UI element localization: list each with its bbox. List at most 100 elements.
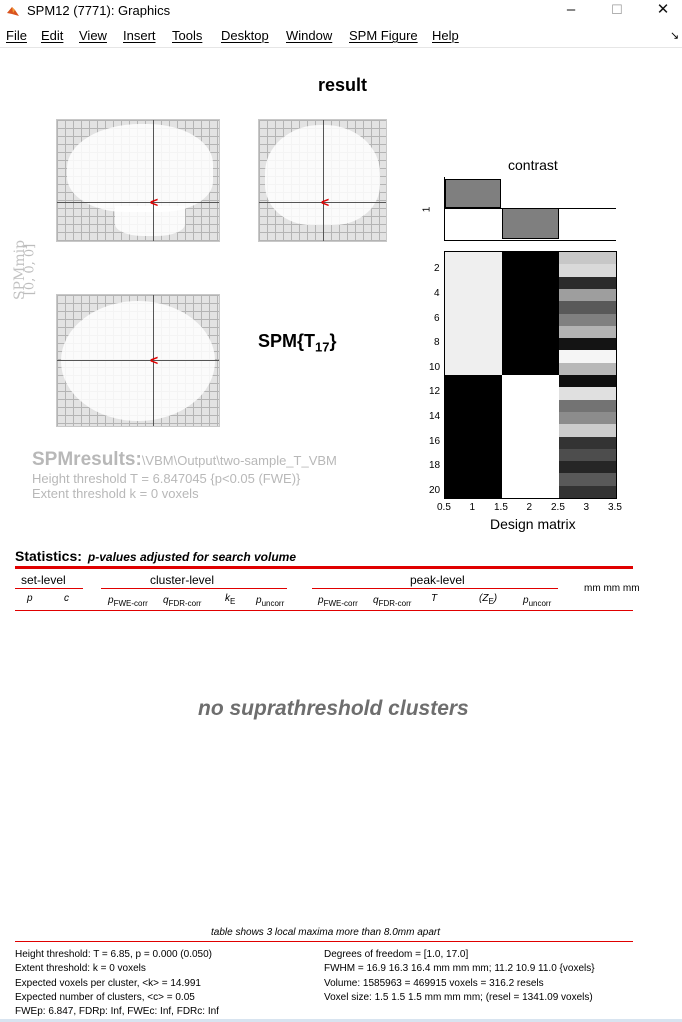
- design-matrix-ytick: 16: [429, 435, 441, 447]
- glass-brain-sagittal: <: [56, 119, 220, 242]
- glass-brain-axial: <: [56, 294, 220, 427]
- spmresults-path: \VBM\Output\two-sample_T_VBM: [141, 453, 337, 468]
- design-matrix-xtick: 2.5: [551, 502, 565, 513]
- design-matrix-xlabel: Design matrix: [490, 516, 576, 532]
- window-bottom-edge: [0, 1019, 682, 1022]
- spmresults-label: SPMresults:: [32, 449, 142, 470]
- design-matrix-xtick: 1: [469, 502, 476, 513]
- table-top-rule: [15, 566, 633, 569]
- figure-title: result: [318, 75, 368, 95]
- footer-right-line: FWHM = 16.9 16.3 16.4 mm mm mm; 11.2 10.…: [324, 963, 595, 974]
- menu-window[interactable]: Window: [286, 28, 333, 43]
- footer-left-line: Expected voxels per cluster, <k> = 14.99…: [15, 978, 201, 989]
- covariate-cell: [559, 473, 616, 487]
- covariate-cell: [559, 461, 616, 474]
- set-level-header: set-level: [21, 573, 66, 587]
- design-matrix-ytick: 14: [429, 411, 441, 423]
- no-clusters-message: no suprathreshold clusters: [198, 697, 469, 720]
- menu-file[interactable]: File: [6, 28, 27, 43]
- peak-level-header: peak-level: [410, 573, 465, 587]
- covariate-cell: [559, 424, 616, 437]
- group2-regressor-bottom: [502, 375, 559, 498]
- contrast-bar: [445, 179, 501, 208]
- cursor-marker: <: [150, 352, 159, 368]
- cursor-marker: <: [321, 194, 330, 210]
- covariate-cell: [559, 313, 616, 327]
- window-title: SPM12 (7771): Graphics: [27, 3, 171, 18]
- covariate-cell: [559, 387, 616, 401]
- col-cluster-punc: puncorr: [256, 595, 285, 608]
- footer-left-line: Height threshold: T = 6.85, p = 0.000 (0…: [15, 949, 212, 960]
- covariate-cell: [559, 288, 616, 302]
- design-matrix-ytick: 4: [434, 288, 440, 300]
- height-threshold-text: Height threshold T = 6.847045 {p<0.05 (F…: [32, 471, 301, 486]
- close-button[interactable]: ✕: [656, 1, 670, 18]
- menu-divider: [0, 47, 682, 48]
- covariate-cell: [559, 338, 616, 351]
- menu-spm-figure[interactable]: SPM Figure: [349, 28, 418, 43]
- covariate-cell: [559, 411, 616, 425]
- covariate-cell: [559, 485, 616, 498]
- extent-threshold-text: Extent threshold k = 0 voxels: [32, 486, 199, 501]
- title-bar: SPM12 (7771): Graphics – ☐ ✕: [0, 0, 682, 22]
- menu-insert[interactable]: Insert: [123, 28, 156, 43]
- covariate-cell: [559, 375, 616, 388]
- design-matrix-ytick: 12: [429, 386, 441, 398]
- col-set-c: c: [64, 593, 69, 604]
- menu-help[interactable]: Help: [432, 28, 459, 43]
- table-footnote: table shows 3 local maxima more than 8.0…: [211, 927, 440, 938]
- covariate-cell: [559, 448, 616, 462]
- design-matrix-ytick: 2: [434, 263, 440, 275]
- contrast-plot: [444, 177, 616, 241]
- design-matrix-xtick: 1.5: [494, 502, 508, 513]
- covariate-cell: [559, 252, 616, 265]
- table-header-rule: [15, 610, 633, 611]
- footer-left-line: FWEp: 6.847, FDRp: Inf, FWEc: Inf, FDRc:…: [15, 1006, 219, 1017]
- col-cluster-qfdr: qFDR-corr: [163, 595, 202, 608]
- design-matrix: [444, 251, 617, 499]
- glass-brain-coronal: <: [258, 119, 387, 242]
- menu-view[interactable]: View: [79, 28, 107, 43]
- cluster-level-header: cluster-level: [150, 573, 215, 587]
- menu-desktop[interactable]: Desktop: [221, 28, 269, 43]
- menu-bar: File Edit View Insert Tools Desktop Wind…: [0, 25, 682, 47]
- covariate-cell: [559, 436, 616, 450]
- contrast-ytick: 1: [421, 206, 433, 213]
- design-matrix-xtick: 3.5: [608, 502, 622, 513]
- dock-arrow-icon[interactable]: ↘: [670, 30, 680, 42]
- covariate-cell: [559, 399, 616, 413]
- mm-header: mm mm mm: [584, 583, 640, 594]
- menu-edit[interactable]: Edit: [41, 28, 64, 43]
- peak-level-rule: [312, 588, 558, 589]
- statistics-heading: Statistics: p-values adjusted for search …: [15, 548, 296, 564]
- design-matrix-xtick: 3: [583, 502, 590, 513]
- col-cluster-ke: kE: [225, 593, 236, 606]
- contrast-title: contrast: [508, 157, 558, 173]
- col-peak-pfwe: pFWE-corr: [318, 595, 358, 608]
- set-level-rule: [15, 588, 83, 589]
- design-matrix-xtick: 2: [526, 502, 533, 513]
- footer-left-line: Expected number of clusters, <c> = 0.05: [15, 992, 195, 1003]
- matlab-icon: [7, 7, 19, 16]
- covariate-cell: [559, 276, 616, 290]
- spm-results-info: SPMresults:\VBM\Output\two-sample_T_VBM …: [32, 449, 337, 501]
- mip-coordinates: [0, 0, 0]: [22, 243, 38, 296]
- col-cluster-pfwe: pFWE-corr: [108, 595, 148, 608]
- menu-tools[interactable]: Tools: [172, 28, 203, 43]
- col-peak-t: T: [431, 593, 438, 604]
- design-matrix-ytick: 10: [429, 361, 441, 373]
- covariate-cell: [559, 264, 616, 278]
- col-peak-punc: puncorr: [523, 595, 552, 608]
- minimize-button[interactable]: –: [566, 1, 576, 18]
- cursor-marker: <: [150, 194, 159, 210]
- design-matrix-ytick: 20: [429, 484, 441, 496]
- col-set-p: p: [27, 593, 33, 604]
- group2-regressor-top: [502, 252, 559, 375]
- maximize-button[interactable]: ☐: [611, 2, 623, 17]
- covariate-cell: [559, 301, 616, 314]
- group1-regressor-top: [445, 252, 502, 375]
- footer-right-line: Voxel size: 1.5 1.5 1.5 mm mm mm; (resel…: [324, 992, 593, 1003]
- col-peak-qfdr: qFDR-corr: [373, 595, 412, 608]
- covariate-cell: [559, 325, 616, 339]
- group1-regressor-bottom: [445, 375, 502, 498]
